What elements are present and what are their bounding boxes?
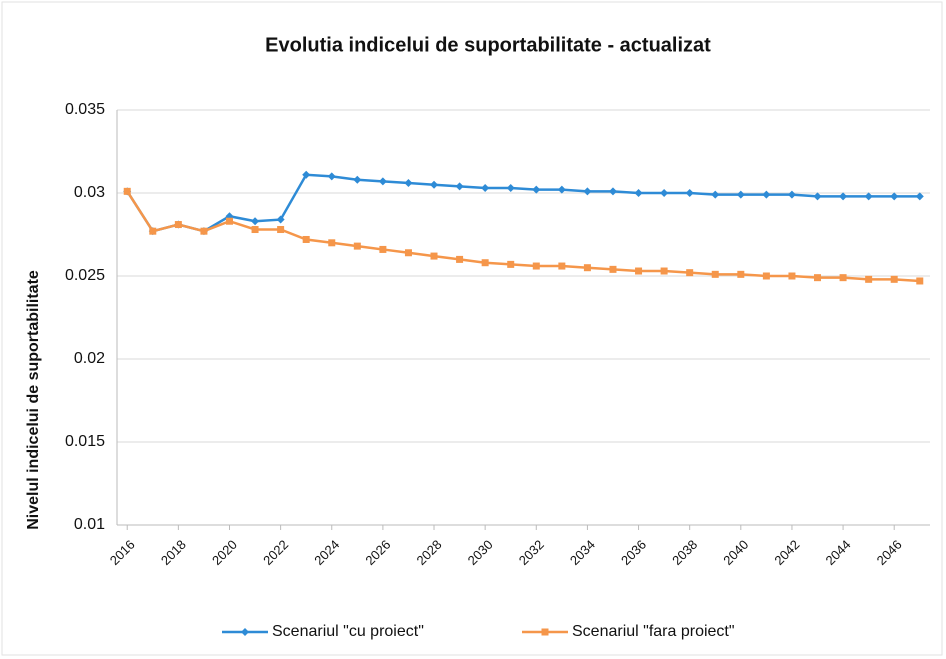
series-line bbox=[126, 190, 920, 283]
y-axis-label: Nivelul indicelui de suportabilitate bbox=[25, 270, 42, 530]
marker bbox=[737, 270, 745, 278]
marker bbox=[506, 184, 515, 193]
marker bbox=[456, 255, 464, 263]
marker bbox=[532, 185, 541, 194]
marker bbox=[711, 190, 720, 199]
marker bbox=[481, 184, 490, 193]
legend-marker bbox=[541, 628, 549, 636]
marker bbox=[200, 227, 208, 235]
marker bbox=[864, 192, 873, 201]
marker bbox=[430, 252, 438, 260]
marker bbox=[557, 185, 566, 194]
marker bbox=[839, 192, 848, 201]
legend-label: Scenariul "cu proiect" bbox=[272, 623, 424, 640]
y-tick-label: 0.02 bbox=[74, 350, 105, 367]
marker bbox=[915, 192, 924, 201]
marker bbox=[404, 179, 413, 188]
marker bbox=[302, 235, 310, 243]
marker bbox=[608, 187, 617, 196]
marker bbox=[455, 182, 464, 191]
marker bbox=[686, 269, 694, 277]
chart-title: Evolutia indicelui de suportabilitate - … bbox=[265, 34, 711, 56]
legend-marker bbox=[241, 628, 249, 636]
marker bbox=[251, 226, 259, 234]
y-tick-label: 0.015 bbox=[65, 433, 105, 450]
marker bbox=[404, 249, 412, 257]
marker bbox=[762, 190, 771, 199]
marker bbox=[276, 215, 285, 224]
marker bbox=[916, 277, 924, 285]
marker bbox=[353, 175, 362, 184]
marker bbox=[685, 189, 694, 197]
marker bbox=[225, 217, 233, 225]
marker bbox=[609, 265, 617, 273]
marker bbox=[660, 267, 668, 275]
marker bbox=[123, 187, 131, 195]
marker bbox=[583, 187, 592, 196]
marker bbox=[736, 190, 745, 199]
y-tick-label: 0.01 bbox=[74, 516, 105, 533]
marker bbox=[481, 259, 489, 267]
marker bbox=[634, 189, 643, 197]
marker bbox=[302, 170, 311, 179]
marker bbox=[890, 192, 899, 201]
marker bbox=[353, 242, 361, 250]
marker bbox=[813, 192, 822, 201]
legend-label: Scenariul "fara proiect" bbox=[572, 623, 735, 640]
marker bbox=[865, 275, 873, 283]
marker bbox=[788, 272, 796, 280]
marker bbox=[558, 262, 566, 270]
y-tick-label: 0.025 bbox=[65, 267, 105, 284]
marker bbox=[149, 227, 157, 235]
marker bbox=[174, 221, 182, 229]
marker bbox=[890, 275, 898, 283]
marker bbox=[251, 217, 260, 226]
y-tick-label: 0.03 bbox=[74, 184, 105, 201]
marker bbox=[379, 245, 387, 253]
marker bbox=[635, 267, 643, 275]
marker bbox=[328, 239, 336, 247]
y-tick-label: 0.035 bbox=[65, 101, 105, 118]
marker bbox=[762, 272, 770, 280]
marker bbox=[378, 177, 387, 186]
marker bbox=[787, 190, 796, 199]
marker bbox=[583, 264, 591, 272]
marker bbox=[327, 172, 336, 181]
marker bbox=[814, 274, 822, 282]
marker bbox=[839, 274, 847, 282]
marker bbox=[507, 260, 515, 268]
marker bbox=[430, 180, 439, 189]
marker bbox=[711, 270, 719, 278]
marker bbox=[277, 226, 285, 234]
series-line bbox=[126, 173, 920, 233]
marker bbox=[660, 189, 669, 197]
marker bbox=[532, 262, 540, 270]
